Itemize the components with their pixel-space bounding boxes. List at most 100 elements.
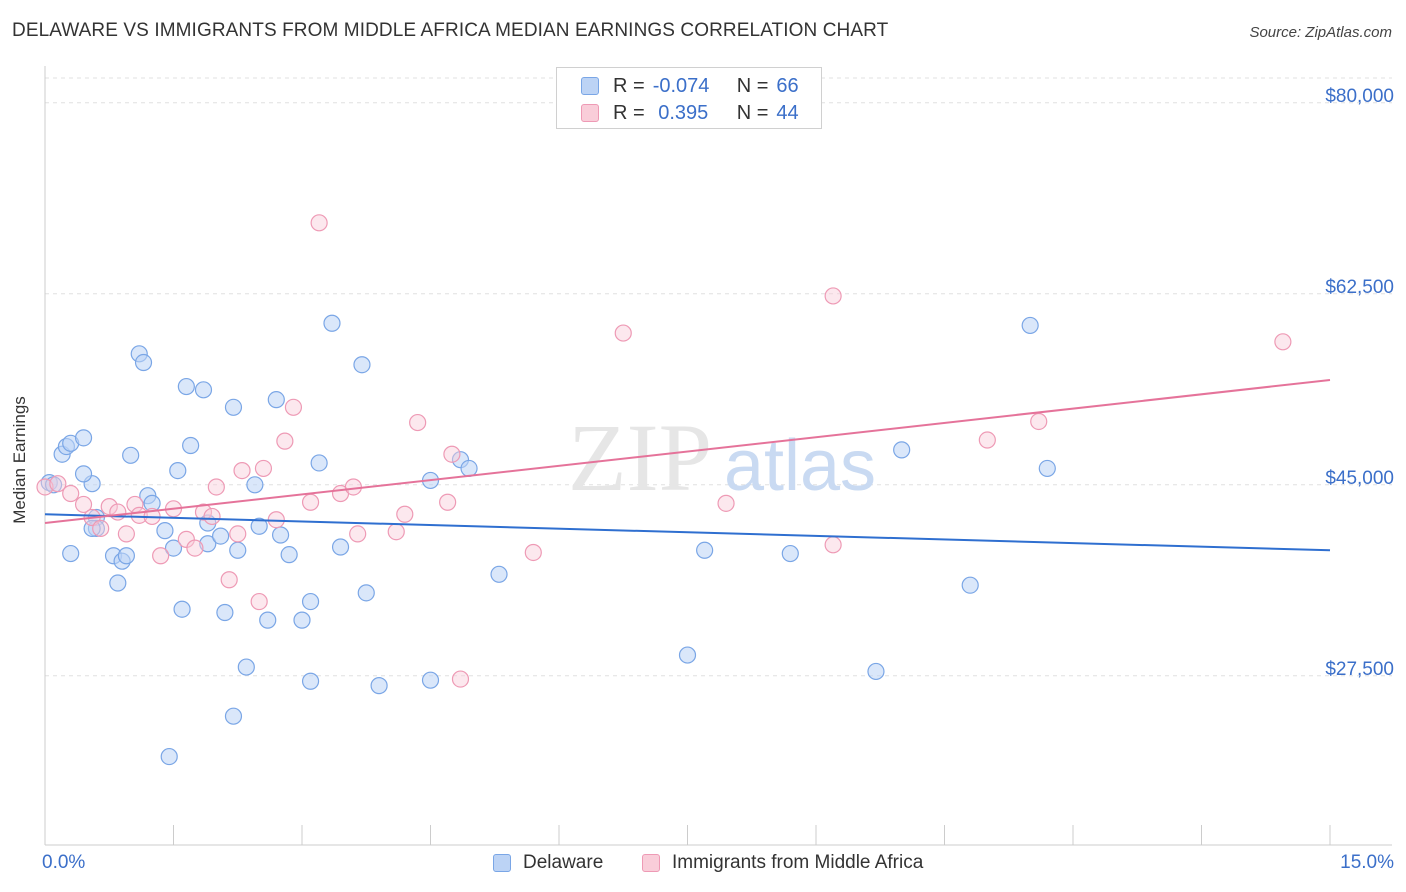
immigrants-swatch [642, 854, 660, 872]
delaware-point [122, 446, 140, 464]
r-label: R = [613, 101, 645, 124]
delaware-point [357, 584, 375, 602]
immigrants-point [614, 324, 632, 342]
immigrants-point [36, 478, 54, 496]
watermark: ZIP atlas [568, 404, 876, 511]
immigrants-point [250, 592, 268, 611]
immigrants-point [220, 571, 238, 589]
delaware-point [267, 391, 285, 409]
delaware-point [1021, 316, 1039, 335]
delaware-point [323, 314, 341, 332]
immigrants-point [284, 398, 303, 416]
delaware-point [250, 517, 268, 535]
delaware-point [259, 611, 277, 629]
delaware-point [460, 459, 478, 478]
immigrants-point [100, 498, 118, 516]
delaware-point [421, 671, 440, 689]
immigrants-point [49, 475, 67, 493]
delaware-point [696, 541, 714, 559]
delaware-point [301, 592, 320, 611]
immigrants-point [62, 484, 80, 503]
delaware-point [280, 546, 298, 564]
immigrants-point [254, 459, 273, 478]
immigrants-point [349, 525, 367, 543]
immigrants-point [109, 503, 127, 521]
delaware-swatch [581, 77, 599, 95]
delaware-point [353, 356, 371, 374]
immigrants-point [74, 495, 93, 514]
legend-label: Immigrants from Middle Africa [672, 852, 924, 873]
delaware-point [310, 454, 328, 472]
y-tick-label: $45,000 [1325, 468, 1394, 489]
immigrants-point [451, 670, 470, 688]
delaware-point [160, 747, 178, 766]
delaware-point [194, 381, 213, 399]
immigrants-point [1274, 333, 1292, 351]
delaware-point [301, 672, 320, 690]
delaware-point [212, 527, 230, 545]
n-label: N = [736, 74, 769, 97]
delaware-point [271, 526, 290, 544]
delaware-point [293, 611, 311, 629]
delaware-point [177, 377, 195, 396]
immigrants-point [194, 503, 213, 521]
delaware-point [961, 576, 979, 594]
delaware-trend-line [44, 513, 1331, 552]
y-axis-label: Median Earnings [10, 396, 29, 524]
x-tick-label-min: 0.0% [42, 852, 86, 873]
legend-item-delaware: Delaware [493, 852, 603, 874]
delaware-point [117, 547, 135, 565]
delaware-point [199, 535, 217, 553]
n-label: N = [736, 101, 769, 124]
immigrants-trend-line [44, 379, 1331, 524]
grid-lines [45, 77, 1392, 677]
legend-item-immigrants: Immigrants from Middle Africa [642, 852, 923, 874]
delaware-point [678, 646, 697, 664]
immigrants-point [396, 505, 414, 523]
source-label: Source: ZipAtlas.com [1249, 24, 1392, 41]
immigrants-point [524, 543, 542, 562]
immigrants-point [186, 539, 204, 557]
delaware-point [224, 707, 243, 725]
immigrants-point [152, 547, 170, 565]
legend-row-delaware: R = -0.074 N = 66 [581, 73, 799, 99]
immigrants-point [117, 525, 135, 543]
delaware-point [216, 603, 234, 622]
delaware-point [246, 476, 264, 494]
correlation-legend: R = -0.074 N = 66 R = 0.395 N = 44 [556, 67, 822, 129]
delaware-point [74, 465, 93, 483]
immigrants-point [276, 432, 294, 450]
delaware-point [237, 658, 255, 676]
delaware-point [867, 662, 885, 681]
immigrants-point [824, 287, 842, 305]
immigrants-point [229, 525, 247, 543]
delaware-point [164, 539, 183, 557]
immigrants-point [92, 519, 110, 538]
n-value: 66 [776, 74, 799, 97]
immigrants-point [824, 536, 842, 554]
r-value: 0.395 [652, 101, 709, 124]
trend-lines [44, 379, 1331, 552]
delaware-point [156, 522, 174, 540]
legend-row-immigrants: R = 0.395 N = 44 [581, 100, 799, 126]
y-tick-label: $62,500 [1325, 277, 1394, 298]
r-label: R = [613, 74, 645, 97]
immigrants-point [439, 493, 457, 511]
n-value: 44 [776, 101, 799, 124]
y-tick-label: $27,500 [1325, 659, 1394, 680]
r-value: -0.074 [652, 74, 710, 97]
immigrants-point [443, 445, 461, 463]
delaware-point [169, 461, 187, 480]
delaware-point [134, 353, 153, 372]
immigrants-point [310, 214, 328, 232]
delaware-point [893, 441, 911, 459]
immigrants-point [978, 431, 996, 449]
axes [44, 66, 1392, 846]
delaware-point [109, 574, 127, 592]
immigrants-point [203, 507, 221, 526]
delaware-points [40, 314, 1056, 766]
delaware-point [1038, 459, 1056, 478]
delaware-point [62, 544, 80, 563]
delaware-point [182, 436, 200, 455]
